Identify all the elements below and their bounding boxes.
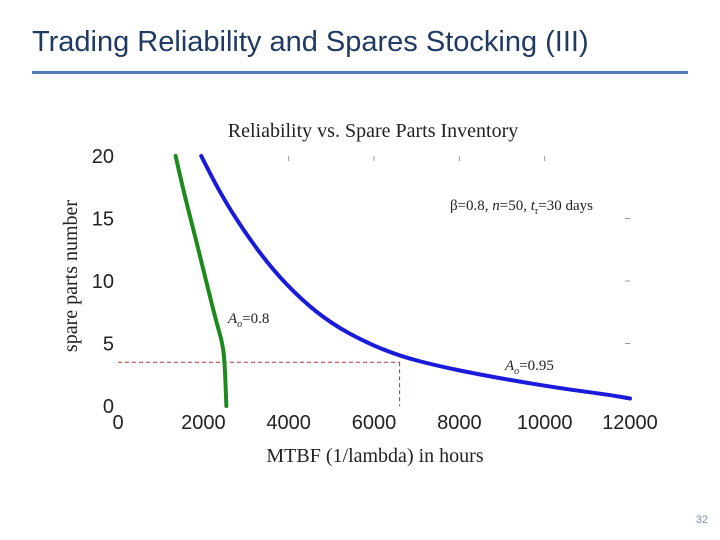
page-number: 32 — [695, 514, 708, 526]
x-tick-label: 12000 — [602, 412, 658, 434]
x-tick-label: 4000 — [266, 412, 311, 434]
y-tick-label: 10 — [92, 271, 114, 293]
x-tick-labels: 0 2000 4000 6000 8000 10000 12000 — [112, 412, 657, 434]
title-underline — [32, 71, 688, 74]
y-tick-labels: 0 5 10 15 20 — [92, 146, 114, 418]
series-line-ao-095 — [199, 154, 632, 401]
reference-lines — [118, 361, 401, 406]
x-tick-label: 8000 — [437, 412, 482, 434]
y-tick-label: 0 — [103, 396, 114, 418]
slide-title: Trading Reliability and Spares Stocking … — [32, 26, 589, 58]
x-tick-label: 0 — [112, 412, 123, 434]
x-tick-label: 6000 — [352, 412, 397, 434]
y-tick-label: 5 — [103, 334, 114, 356]
series-label-ao-08: Ao=0.8 — [227, 311, 269, 330]
chart-title: Reliability vs. Spare Parts Inventory — [228, 120, 519, 142]
series-lines — [173, 154, 632, 408]
y-axis-label: spare parts number — [60, 200, 82, 353]
parameter-annotation: β=0.8, n=50, tr=30 days — [450, 198, 593, 217]
series-label-ao-095: Ao=0.95 — [504, 358, 554, 377]
x-tick-label: 2000 — [181, 412, 226, 434]
y-tick-label: 15 — [92, 209, 114, 231]
x-tick-label: 10000 — [517, 412, 573, 434]
series-line-ao-08 — [173, 154, 229, 408]
x-axis-label: MTBF (1/lambda) in hours — [266, 445, 483, 467]
y-tick-label: 20 — [92, 146, 114, 168]
